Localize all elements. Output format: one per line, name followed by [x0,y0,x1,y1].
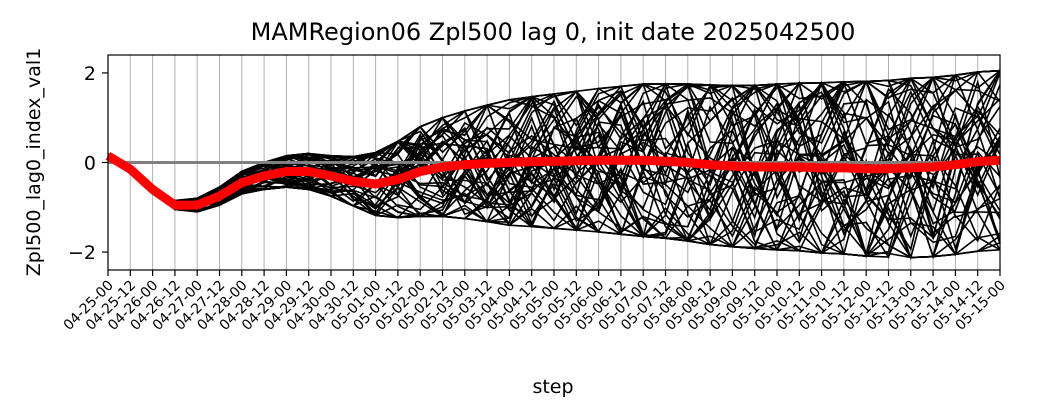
y-axis-ticks: −2 0 2 [68,63,108,264]
ensemble-member-line [107,77,1001,208]
y-tick-label: 0 [84,153,96,175]
ensemble-mean-line [105,151,1001,210]
ensemble-member-line [107,76,1001,248]
y-tick-label: −2 [68,242,96,264]
ensemble-member-line [107,103,1001,257]
y-tick-label: 2 [84,63,96,85]
y-axis-label: Zpl500_lag0_index_val1 [23,48,45,276]
x-axis-ticks: 04-25-0004-25-1204-26-0004-26-1204-27-00… [61,270,1009,334]
ensemble-member-line [107,73,1001,251]
chart-title: MAMRegion06 Zpl500 lag 0, init date 2025… [251,18,856,46]
x-axis-label: step [532,376,573,398]
